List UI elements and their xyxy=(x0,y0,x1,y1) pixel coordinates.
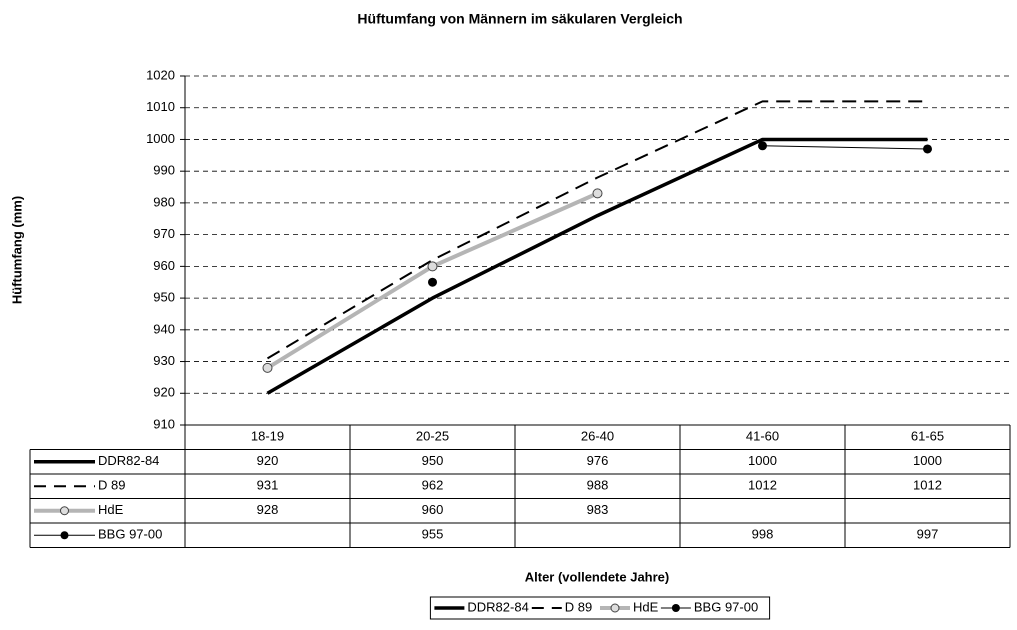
table-value: 920 xyxy=(257,453,279,468)
legend-label: BBG 97-00 xyxy=(694,599,758,614)
point xyxy=(428,277,437,287)
y-tick-label: 940 xyxy=(153,321,175,336)
y-tick-label: 960 xyxy=(153,258,175,273)
point xyxy=(758,141,767,151)
y-tick-label: 970 xyxy=(153,226,175,241)
y-tick-label: 920 xyxy=(153,385,175,400)
series-line xyxy=(762,145,928,150)
table-value: 1000 xyxy=(913,453,942,468)
y-axis-label: Hüftumfang (mm) xyxy=(9,196,24,304)
y-tick-label: 980 xyxy=(153,194,175,209)
point xyxy=(592,188,603,199)
table-value: 988 xyxy=(587,478,609,493)
series-line xyxy=(266,100,928,360)
point xyxy=(427,261,438,272)
chart-title: Hüftumfang von Männern im säkularen Verg… xyxy=(357,11,682,27)
table-value: 983 xyxy=(587,502,609,517)
table-value: 928 xyxy=(257,502,279,517)
table-value: 960 xyxy=(422,502,444,517)
table-series-name: BBG 97-00 xyxy=(98,527,162,542)
legend-marker xyxy=(60,531,69,540)
y-tick-label: 930 xyxy=(153,353,175,368)
table-series-name: HdE xyxy=(98,502,124,517)
series-line xyxy=(266,137,928,395)
x-tick-label: 41-60 xyxy=(746,429,779,444)
x-axis-label: Alter (vollendete Jahre) xyxy=(525,569,670,584)
table-series-name: DDR82-84 xyxy=(98,453,159,468)
legend-marker xyxy=(671,604,680,612)
x-tick-label: 18-19 xyxy=(251,429,284,444)
table-value: 976 xyxy=(587,453,609,468)
legend-box xyxy=(429,596,771,620)
x-tick-label: 20-25 xyxy=(416,429,449,444)
y-tick-label: 1010 xyxy=(146,99,175,114)
legend-marker xyxy=(610,603,620,613)
legend-label: HdE xyxy=(633,599,659,614)
legend-marker xyxy=(60,506,69,516)
y-tick-label: 990 xyxy=(153,163,175,178)
y-tick-label: 1020 xyxy=(146,67,175,82)
table-value: 997 xyxy=(917,527,939,542)
x-tick-label: 61-65 xyxy=(911,429,944,444)
table-value: 1012 xyxy=(913,478,942,493)
table-value: 950 xyxy=(422,453,444,468)
table-value: 998 xyxy=(752,527,774,542)
legend-label: D 89 xyxy=(565,599,592,614)
table-value: 962 xyxy=(422,478,444,493)
y-tick-label: 1000 xyxy=(146,131,175,146)
table-value: 931 xyxy=(257,478,279,493)
table-series-name: D 89 xyxy=(98,478,125,493)
y-tick-label: 950 xyxy=(153,290,175,305)
point xyxy=(923,144,932,154)
point xyxy=(262,362,273,373)
table-value: 1012 xyxy=(748,478,777,493)
y-tick-label: 910 xyxy=(153,416,175,431)
legend-label: DDR82-84 xyxy=(467,599,528,614)
table-value: 1000 xyxy=(748,453,777,468)
table-value: 955 xyxy=(422,527,444,542)
x-tick-label: 26-40 xyxy=(581,429,614,444)
